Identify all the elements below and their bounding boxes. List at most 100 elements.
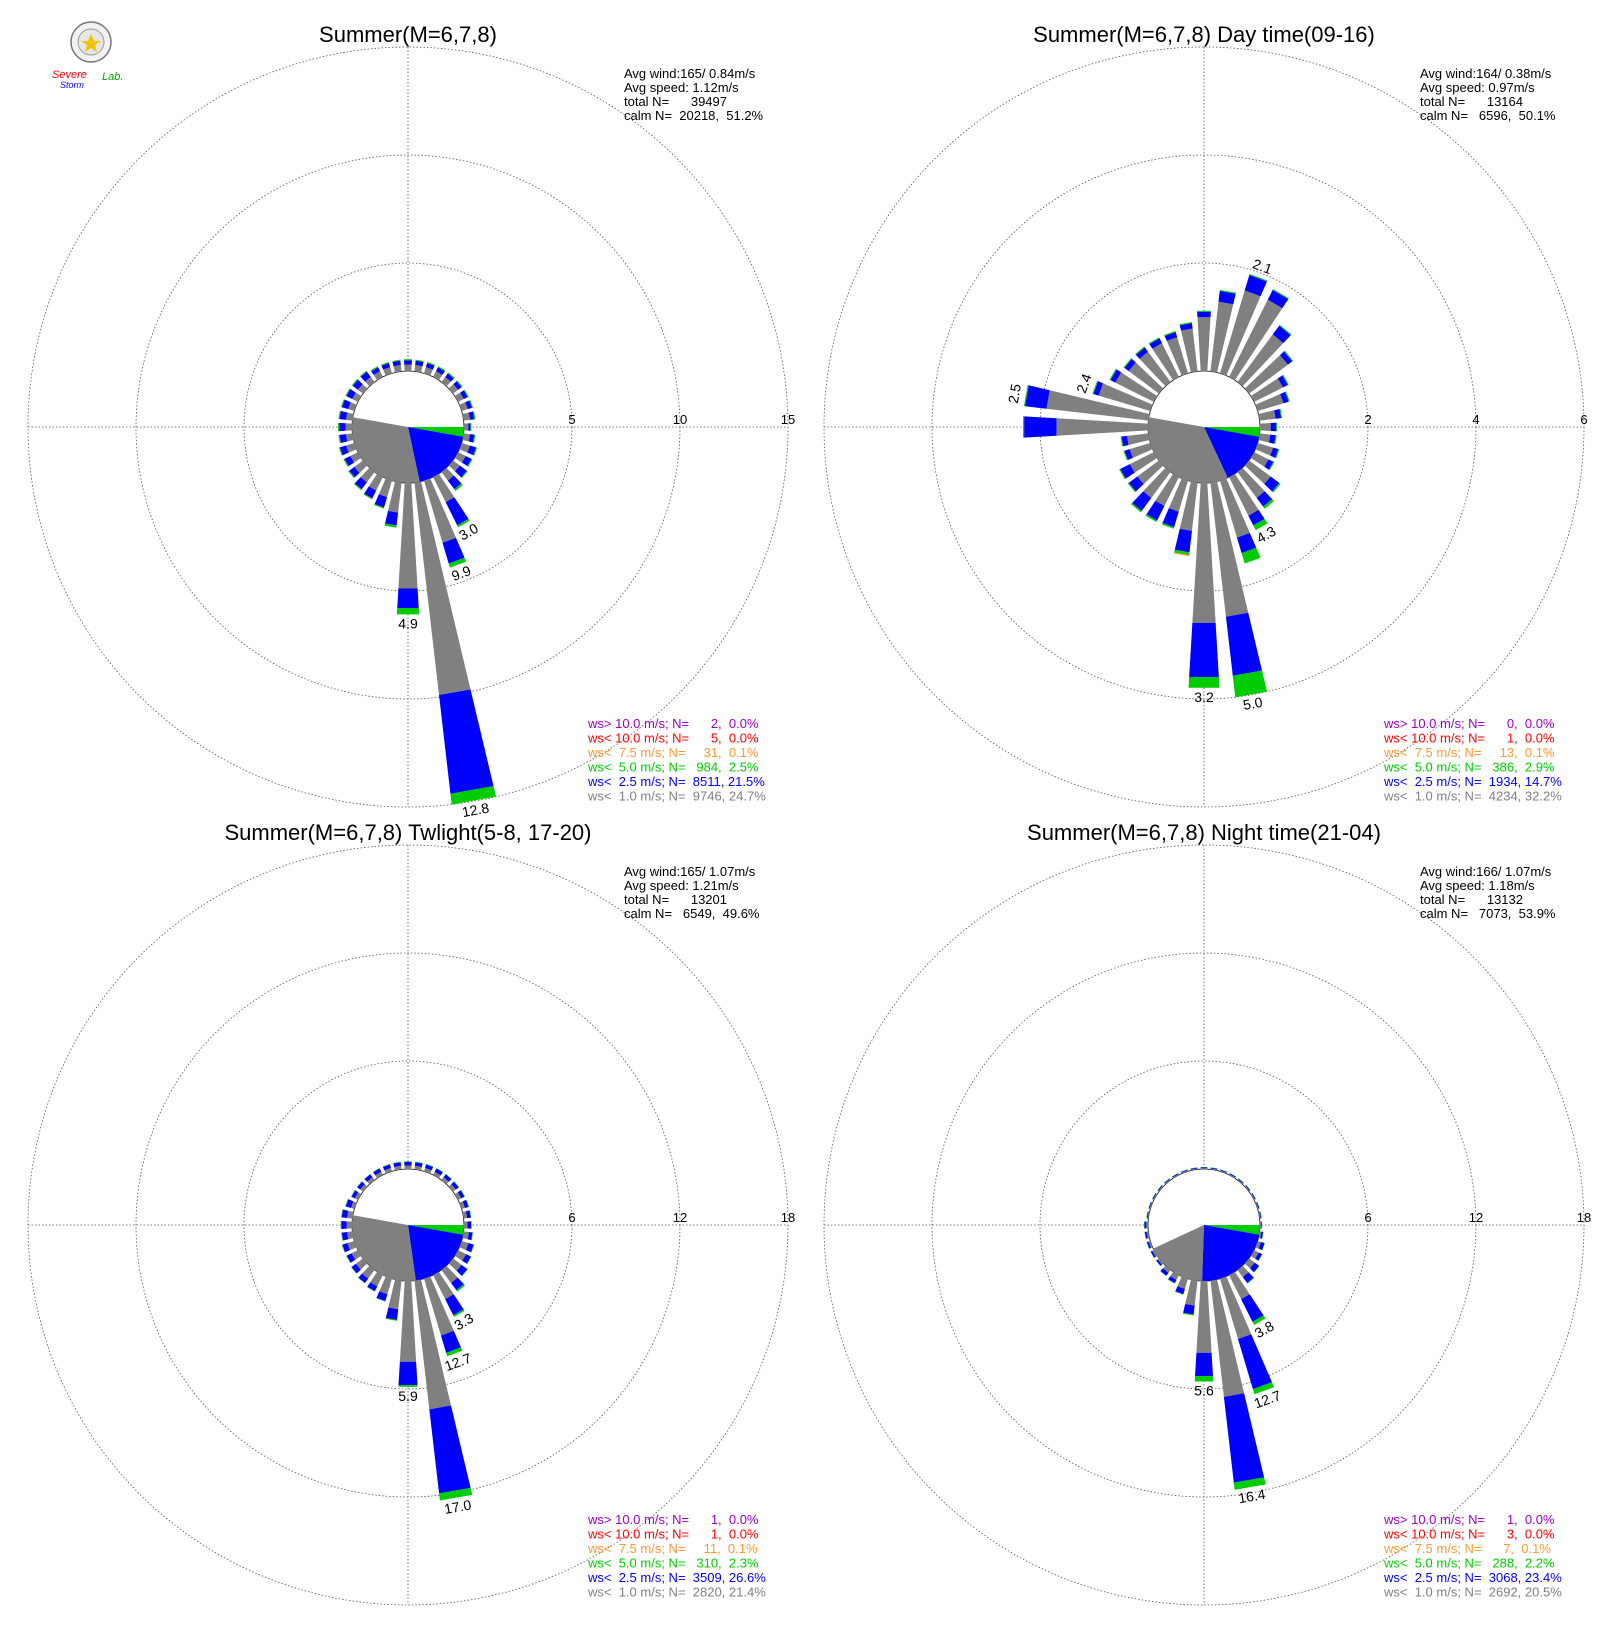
direction-bar-segment (466, 1256, 472, 1265)
info-line: calm N= 7073, 53.9% (1420, 906, 1556, 921)
direction-bar-segment (353, 483, 362, 491)
bar-value-label: 3.2 (1194, 689, 1214, 705)
direction-bar-segment (1148, 1240, 1153, 1248)
direction-bar-segment (374, 494, 388, 508)
direction-bar-segment (1190, 1167, 1198, 1170)
direction-bar-segment (354, 460, 368, 473)
direction-bar-segment (1179, 322, 1192, 326)
direction-bar-segment (1244, 355, 1288, 394)
direction-bar-segment (1168, 1276, 1177, 1284)
direction-bar-segment (1210, 481, 1249, 617)
direction-bar-segment (456, 1283, 466, 1292)
direction-bar-segment (1124, 449, 1133, 460)
direction-bar-segment (1248, 509, 1265, 526)
direction-bar-segment (397, 588, 419, 608)
direction-bar-segment (351, 1250, 362, 1260)
direction-bar-segment (1164, 1178, 1170, 1184)
direction-bar-segment (1276, 422, 1278, 432)
direction-bar-segment (425, 362, 435, 370)
direction-bar-segment (445, 373, 454, 382)
direction-bar-segment (1258, 1211, 1261, 1219)
direction-bar-segment (367, 1282, 378, 1292)
direction-bar-segment (1259, 1211, 1262, 1219)
direction-bar-segment (1164, 1179, 1171, 1185)
direction-bar-segment (1181, 1169, 1188, 1173)
direction-bar-segment (456, 380, 463, 388)
direction-bar-segment (368, 473, 383, 491)
direction-bar-segment (1261, 1231, 1264, 1239)
direction-bar-segment (1098, 383, 1153, 412)
direction-bar-segment (339, 445, 349, 456)
direction-bar-segment (1274, 435, 1277, 444)
direction-bar-segment (1146, 1231, 1150, 1239)
direction-bar-segment (1024, 416, 1057, 438)
direction-bar-segment (385, 1317, 398, 1321)
direction-bar-segment (1126, 433, 1150, 445)
legend-entry: ws< 5.0 m/s; N= 310, 2.3% (587, 1556, 759, 1571)
direction-bar-segment (1123, 450, 1128, 461)
ring-label: 15 (781, 412, 795, 427)
direction-bar-segment (392, 360, 401, 367)
legend-entry: ws> 10.0 m/s; N= 0, 0.0% (1383, 716, 1555, 731)
direction-bar-segment (341, 1232, 344, 1241)
direction-bar-segment (1280, 391, 1289, 404)
direction-bar-segment (1157, 1185, 1163, 1192)
direction-bar-segment (1260, 1211, 1262, 1219)
direction-bar-segment (1255, 442, 1274, 456)
direction-bar-segment (346, 1253, 356, 1263)
direction-bar-segment (1237, 1265, 1249, 1278)
severe-storm-lab-logo: Severe Storm Lab. (52, 21, 123, 90)
direction-bar-segment (423, 1276, 454, 1336)
calm-wedge (352, 1215, 416, 1281)
ring-label: 12 (673, 1210, 687, 1225)
direction-bar-segment (1272, 482, 1281, 493)
legend-entry: ws< 7.5 m/s; N= 31, 0.1% (587, 745, 759, 760)
ring-label: 4 (1472, 412, 1479, 427)
direction-bar-segment (370, 1271, 383, 1287)
legend-entry: ws> 10.0 m/s; N= 1, 0.0% (587, 1512, 759, 1527)
direction-bar-segment (373, 371, 383, 381)
direction-bar-segment (1229, 1271, 1250, 1300)
info-line: Avg wind:165/ 0.84m/s (624, 66, 756, 81)
direction-bar-segment (469, 1210, 472, 1218)
direction-bar-segment (345, 1199, 354, 1208)
windrose-panel-3: Summer(M=6,7,8) Twlight(5-8, 17-20) 6 12 18… (27, 820, 795, 1606)
ring-label: 6 (1364, 1210, 1371, 1225)
legend-entry: ws< 2.5 m/s; N= 3068, 23.4% (1383, 1570, 1562, 1585)
direction-bar-segment (423, 478, 456, 543)
direction-bar-segment (346, 1221, 353, 1229)
direction-bar-segment (339, 422, 346, 432)
direction-bar-segment (363, 493, 373, 500)
direction-bar-segment (1174, 528, 1192, 553)
direction-bar-segment (360, 467, 375, 483)
direction-bar-segment (1260, 1221, 1262, 1229)
direction-bar-segment (344, 455, 355, 467)
direction-bar-segment (1175, 1286, 1185, 1295)
direction-bar-segment (459, 442, 470, 453)
direction-bar-segment (345, 388, 351, 397)
direction-bar-segment (1183, 1303, 1195, 1315)
direction-bar-segment (341, 1209, 349, 1218)
direction-bar-segment (388, 481, 402, 513)
direction-bar-segment (1285, 391, 1290, 402)
calm-wedge (1204, 427, 1260, 478)
logo-text-storm: Storm (60, 80, 85, 90)
direction-bar-segment (1255, 394, 1284, 412)
direction-bar-segment (1164, 1178, 1171, 1184)
direction-bar-segment (468, 411, 475, 420)
direction-bar-segment (1137, 460, 1164, 485)
direction-bar-segment (1056, 418, 1149, 436)
direction-bar-segment (1257, 1201, 1260, 1209)
direction-bar-segment (470, 1244, 475, 1253)
direction-bar-segment (398, 1385, 418, 1387)
direction-bar-segment (470, 423, 472, 431)
direction-bar-segment (460, 1189, 465, 1197)
direction-bar-segment (1250, 1193, 1255, 1200)
direction-bar-segment (454, 465, 467, 478)
direction-bar-segment (1258, 410, 1276, 421)
direction-bar-segment (1146, 1211, 1148, 1219)
direction-bar-segment (364, 1173, 371, 1180)
direction-bar-segment (426, 1163, 434, 1167)
direction-bar-segment (1258, 1231, 1262, 1239)
direction-bar-segment (1110, 369, 1122, 383)
